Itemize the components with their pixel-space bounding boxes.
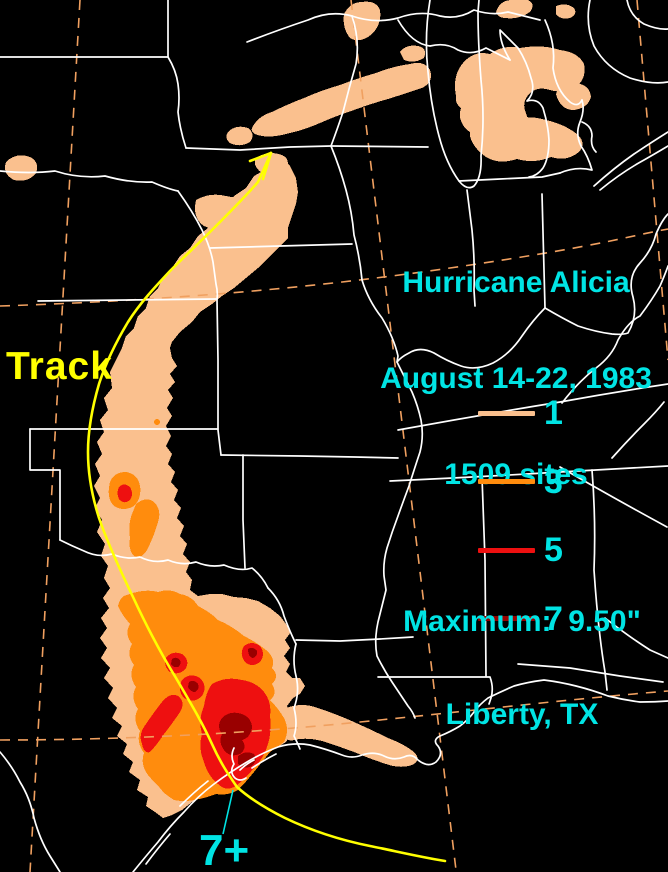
legend-label-3in: 3 (544, 462, 563, 501)
legend-swatch-5in (478, 547, 535, 553)
legend-row-1in: 1 (478, 394, 563, 433)
legend-label-1in: 1 (544, 394, 563, 433)
legend-row-7in: 7 (478, 599, 563, 638)
hurricane-track (86, 151, 447, 863)
track-arrowhead (248, 151, 273, 163)
title-line1: Hurricane Alicia (402, 266, 630, 299)
meridian-center (350, 0, 457, 871)
rainfall-legend: 1 3 5 7 (478, 361, 563, 653)
meridian-west (29, 0, 81, 872)
maximum-line1: Maximum: 9.50" (403, 605, 641, 638)
legend-row-5in: 5 (478, 531, 563, 570)
track-label: Track (6, 345, 113, 388)
map-title: Hurricane Alicia August 14-22, 1983 1509… (364, 203, 668, 523)
parallel-40n (0, 228, 668, 307)
track-arrowhead (261, 151, 273, 181)
title-line2: August 14-22, 1983 (380, 362, 652, 395)
legend-label-7in: 7 (544, 599, 563, 638)
parallel-30n (0, 690, 668, 741)
legend-swatch-3in (478, 479, 535, 485)
maximum-line2: Liberty, TX (445, 698, 599, 731)
legend-row-3in: 3 (478, 462, 563, 501)
rainfall-7in-contours (171, 647, 258, 768)
title-line3: 1509 sites (444, 458, 588, 491)
legend-swatch-7in (478, 616, 535, 622)
peak-leader-line (222, 789, 234, 835)
peak-label: 7+ (199, 826, 250, 872)
legend-label-5in: 5 (544, 531, 563, 570)
legend-swatch-1in (478, 410, 535, 416)
maximum-annotation: Maximum: 9.50" Liberty, TX (372, 544, 668, 761)
meridian-east (636, 0, 668, 361)
